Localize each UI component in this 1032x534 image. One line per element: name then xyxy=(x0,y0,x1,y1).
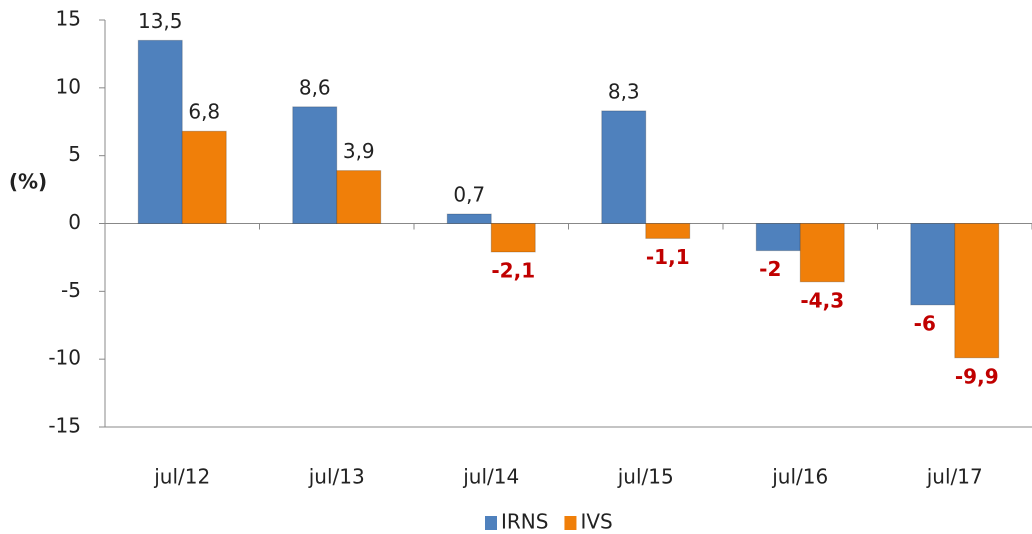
bar xyxy=(799,223,845,283)
y-tick-label: -5 xyxy=(61,278,81,302)
x-tick-label: jul/17 xyxy=(926,465,983,489)
bar xyxy=(645,223,691,239)
y-tick-label: 15 xyxy=(56,7,81,31)
y-tick-label: 5 xyxy=(68,142,81,166)
bar xyxy=(181,130,227,225)
data-label: -2 xyxy=(759,257,781,281)
legend-label: IRNS xyxy=(501,510,548,534)
x-tick-label: jul/15 xyxy=(617,465,674,489)
bar xyxy=(755,223,801,252)
legend-swatch xyxy=(485,516,497,530)
data-label: 3,9 xyxy=(343,139,375,163)
bar xyxy=(137,39,183,224)
x-tick-label: jul/12 xyxy=(153,465,210,489)
legend-swatch xyxy=(564,516,577,530)
y-tick-label: -15 xyxy=(48,414,81,438)
data-label: 8,3 xyxy=(608,79,640,103)
bar xyxy=(336,170,382,224)
data-label: -2,1 xyxy=(491,258,535,282)
data-label: 0,7 xyxy=(453,183,485,207)
x-tick-label: jul/14 xyxy=(462,465,519,489)
data-label: 13,5 xyxy=(138,9,183,33)
x-tick-label: jul/13 xyxy=(308,465,365,489)
bar xyxy=(490,223,536,253)
data-label: 6,8 xyxy=(188,100,220,124)
data-label: -1,1 xyxy=(646,245,690,269)
y-tick-label: -10 xyxy=(48,346,81,370)
y-axis-label: (%) xyxy=(9,170,47,194)
bar xyxy=(446,213,492,224)
data-label: -4,3 xyxy=(800,288,844,312)
bar xyxy=(601,110,647,224)
y-tick-label: 10 xyxy=(56,74,81,98)
data-label: -6 xyxy=(914,311,936,335)
bar xyxy=(910,223,956,306)
bar xyxy=(292,106,338,224)
bar xyxy=(954,223,1000,359)
data-label: -9,9 xyxy=(955,364,999,388)
y-tick-label: 0 xyxy=(68,210,81,234)
data-label: 8,6 xyxy=(299,75,331,99)
legend-label: IVS xyxy=(580,510,612,534)
x-tick-label: jul/16 xyxy=(771,465,828,489)
